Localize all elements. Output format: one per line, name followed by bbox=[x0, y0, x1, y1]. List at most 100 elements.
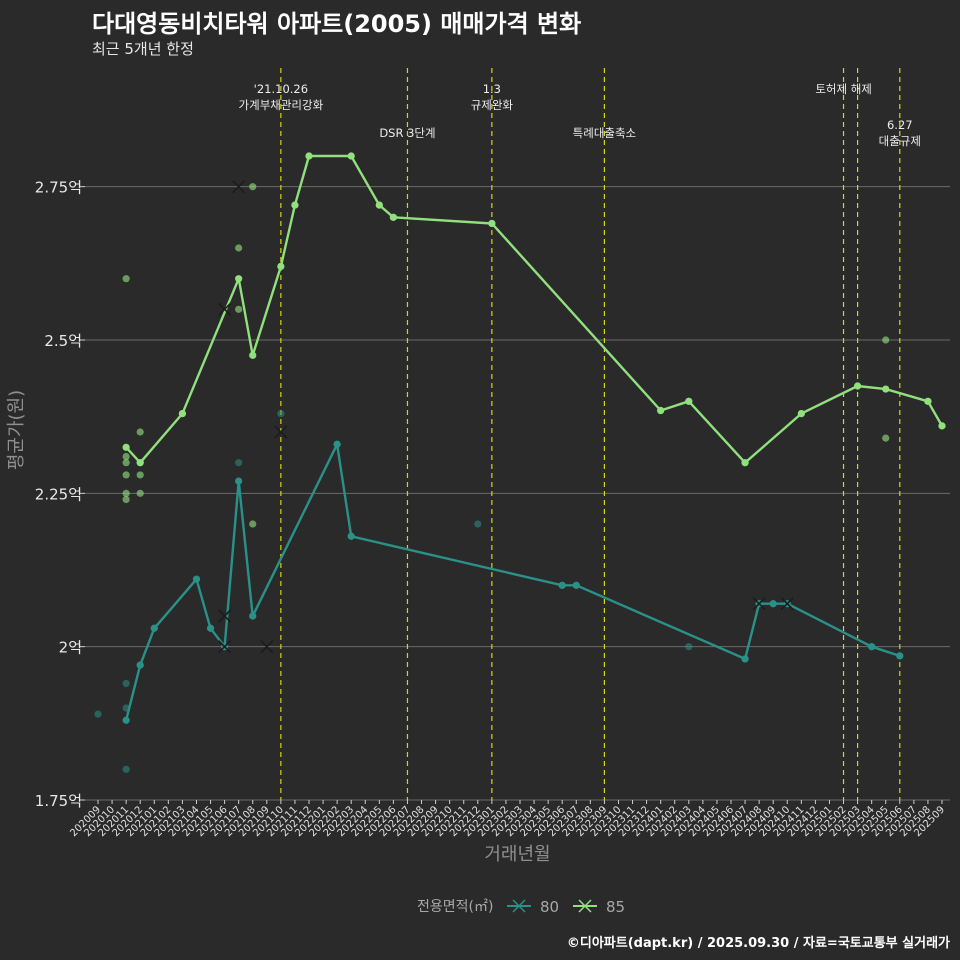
line-point-85 bbox=[685, 397, 693, 405]
data-point-85 bbox=[122, 489, 130, 497]
cross-stroke bbox=[218, 302, 232, 316]
line-point-85 bbox=[389, 213, 397, 221]
line-point-85 bbox=[122, 443, 130, 451]
cross-marker-80 bbox=[218, 640, 232, 654]
chart-title: 다대영동비치타워 아파트(2005) 매매가격 변화 bbox=[92, 10, 582, 38]
event-label: DSR 3단계 bbox=[379, 126, 435, 140]
line-point-80 bbox=[741, 655, 749, 663]
data-point-85 bbox=[122, 459, 130, 467]
cross-marker-85 bbox=[274, 425, 288, 439]
legend-item-85: 85 bbox=[573, 898, 625, 916]
legend-label: 80 bbox=[540, 898, 559, 916]
event-label: 특례대출축소 bbox=[573, 126, 636, 140]
line-point-80 bbox=[572, 581, 580, 589]
y-tick-label: 2.75억 bbox=[35, 179, 82, 197]
event-label: 1.3 bbox=[483, 82, 501, 96]
data-point-85 bbox=[122, 275, 130, 283]
data-point-85 bbox=[122, 452, 130, 461]
line-point-80 bbox=[333, 440, 341, 448]
legend: 전용면적(㎡) 80 85 bbox=[417, 898, 625, 916]
source-caption: ©디아파트(dapt.kr) / 2025.09.30 / 자료=국토교통부 실… bbox=[566, 936, 950, 951]
legend-title: 전용면적(㎡) bbox=[417, 899, 493, 915]
data-point-80 bbox=[122, 765, 130, 773]
cross-stroke bbox=[218, 640, 232, 654]
series-line-80 bbox=[124, 443, 901, 721]
y-axis-title: 평균가(원) bbox=[6, 390, 27, 470]
line-point-85 bbox=[291, 201, 299, 209]
cross-stroke bbox=[232, 180, 246, 194]
line-point-85 bbox=[375, 201, 383, 209]
line-point-80 bbox=[347, 532, 355, 540]
line-point-85 bbox=[657, 406, 665, 415]
data-point-80 bbox=[685, 643, 693, 651]
line-point-80 bbox=[249, 612, 257, 620]
event-label: 6.27 bbox=[887, 118, 913, 132]
line-point-80 bbox=[150, 624, 158, 632]
data-point-85 bbox=[136, 471, 144, 479]
y-tick-label: 2.25억 bbox=[35, 485, 82, 503]
x-axis-title: 거래년월 bbox=[484, 844, 550, 865]
event-label: 가계부채관리강화 bbox=[239, 98, 324, 112]
cross-marker-80 bbox=[752, 597, 766, 611]
data-point-80 bbox=[235, 459, 243, 467]
series-line-85 bbox=[125, 154, 944, 464]
data-point-85 bbox=[249, 520, 257, 528]
line-point-85 bbox=[938, 422, 946, 430]
y-tick-label: 1.75억 bbox=[35, 792, 82, 810]
cross-marker-80 bbox=[218, 609, 232, 623]
line-point-85 bbox=[347, 152, 355, 160]
data-point-85 bbox=[122, 495, 130, 504]
event-label: '21.10.26 bbox=[254, 82, 308, 96]
line-point-85 bbox=[741, 459, 749, 467]
data-point-85 bbox=[136, 489, 144, 497]
line-point-85 bbox=[136, 459, 144, 467]
y-tick-label: 2.5억 bbox=[44, 332, 82, 350]
event-label: 대출규제 bbox=[879, 134, 921, 148]
cross-stroke bbox=[752, 597, 766, 611]
line-point-85 bbox=[797, 410, 805, 418]
y-tick-label: 2억 bbox=[59, 639, 82, 657]
data-point-80 bbox=[474, 520, 482, 528]
line-point-85 bbox=[178, 410, 186, 418]
line-point-80 bbox=[136, 661, 144, 669]
line-point-80 bbox=[558, 581, 566, 589]
line-point-80 bbox=[769, 600, 777, 608]
data-point-85 bbox=[882, 434, 890, 442]
line-point-85 bbox=[488, 219, 496, 228]
data-point-80 bbox=[277, 410, 285, 418]
line-point-80 bbox=[868, 643, 876, 651]
line-point-85 bbox=[305, 152, 313, 160]
cross-stroke bbox=[780, 597, 794, 611]
line-point-80 bbox=[192, 575, 201, 583]
data-point-85 bbox=[136, 428, 144, 436]
data-point-85 bbox=[249, 183, 257, 191]
chart-subtitle: 최근 5개년 한정 bbox=[92, 40, 194, 58]
cross-marker-85 bbox=[232, 180, 246, 194]
legend-label: 85 bbox=[606, 898, 625, 916]
legend-swatch-cross bbox=[578, 899, 592, 913]
line-point-85 bbox=[882, 385, 890, 393]
line-point-80 bbox=[235, 477, 243, 485]
legend-item-80: 80 bbox=[507, 898, 559, 916]
data-point-80 bbox=[122, 679, 130, 688]
line-point-80 bbox=[896, 652, 904, 660]
line-point-85 bbox=[924, 397, 932, 405]
line-point-85 bbox=[277, 262, 285, 270]
cross-marker-80 bbox=[260, 640, 274, 654]
line-point-80 bbox=[206, 624, 215, 632]
line-point-80 bbox=[122, 716, 130, 724]
cross-marker-85 bbox=[218, 302, 232, 316]
line-point-85 bbox=[235, 275, 243, 283]
data-point-85 bbox=[235, 244, 243, 252]
data-point-85 bbox=[235, 305, 243, 313]
data-point-85 bbox=[882, 336, 890, 344]
cross-stroke bbox=[274, 425, 288, 439]
cross-stroke bbox=[260, 640, 274, 654]
line-point-85 bbox=[854, 382, 862, 390]
legend-swatch-cross bbox=[512, 899, 526, 913]
event-label: 규제완화 bbox=[471, 98, 514, 112]
cross-marker-80 bbox=[780, 597, 794, 611]
event-label: 토허제 해제 bbox=[815, 82, 872, 96]
